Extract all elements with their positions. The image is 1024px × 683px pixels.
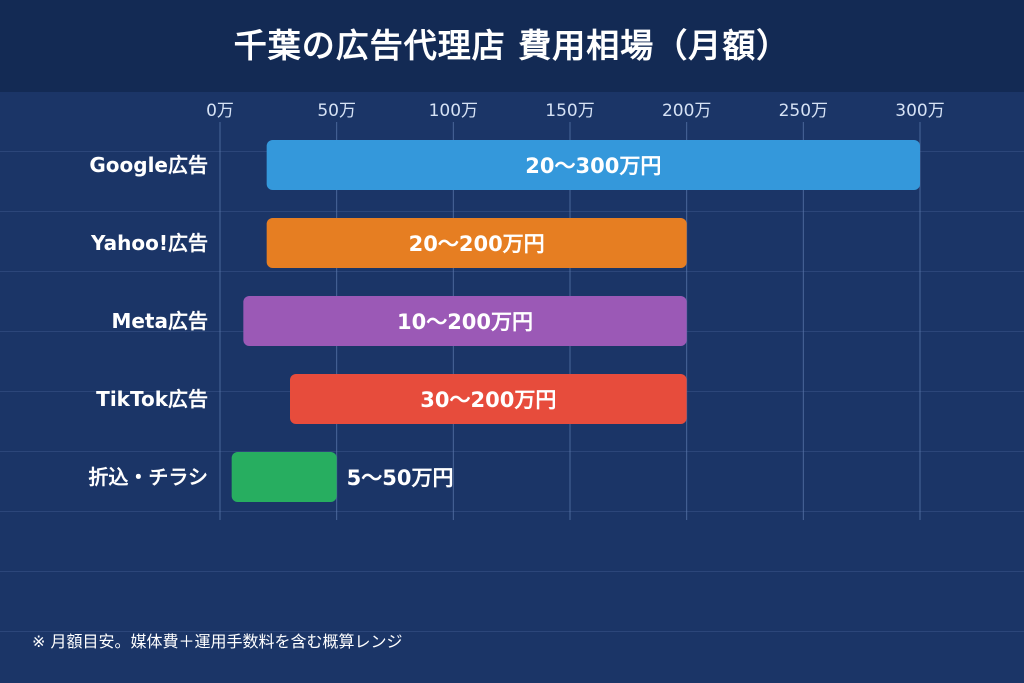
category-label: 折込・チラシ <box>88 465 208 489</box>
range-bar <box>290 374 687 424</box>
category-label: TikTok広告 <box>96 387 208 411</box>
data-label: 10〜200万円 <box>397 310 533 334</box>
data-label: 30〜200万円 <box>420 388 556 412</box>
x-tick-label: 300万 <box>895 101 944 121</box>
data-label: 5〜50万円 <box>347 466 454 490</box>
x-tick-label: 250万 <box>779 101 828 121</box>
range-bar <box>231 452 337 502</box>
x-tick-label: 50万 <box>317 101 356 121</box>
category-label: Google広告 <box>89 153 208 177</box>
x-tick-label: 0万 <box>206 101 234 121</box>
range-bar <box>266 140 921 190</box>
data-label: 20〜200万円 <box>409 232 545 256</box>
range-bar <box>243 296 687 346</box>
chart-title: 千葉の広告代理店 費用相場（月額） <box>233 26 791 65</box>
x-tick-label: 100万 <box>429 101 478 121</box>
category-label: Meta広告 <box>111 309 208 333</box>
category-label: Yahoo!広告 <box>90 231 208 255</box>
footnote: ※ 月額目安。媒体費＋運用手数料を含む概算レンジ <box>32 632 403 651</box>
x-tick-label: 200万 <box>662 101 711 121</box>
title-bar: 千葉の広告代理店 費用相場（月額） <box>0 0 1024 92</box>
data-label: 20〜300万円 <box>525 154 661 178</box>
x-tick-label: 150万 <box>545 101 594 121</box>
range-bar <box>266 218 687 268</box>
